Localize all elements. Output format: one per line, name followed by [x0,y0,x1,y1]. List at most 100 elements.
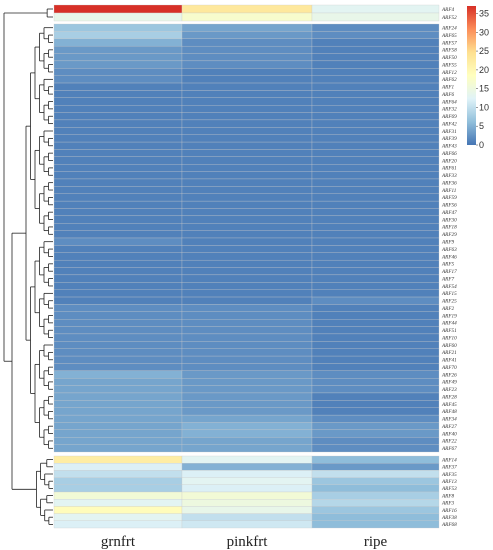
heatmap-cell [53,156,183,165]
heatmap-cell [53,296,183,305]
heatmap-cell [311,341,440,349]
heatmap-cell [181,23,313,32]
heatmap-cell [53,370,183,379]
colorbar-tick-label: 0 [479,140,484,150]
heatmap-cell [53,348,183,357]
heatmap-cell [311,200,440,209]
heatmap-cell [181,319,313,327]
row-label: ARF41 [441,357,457,364]
heatmap-cell [181,296,313,305]
heatmap-cell [181,186,313,194]
heatmap-cell [311,208,440,217]
heatmap-cell [53,506,183,514]
row-label: ARF52 [441,15,457,21]
heatmap-cell [311,164,440,172]
row-label: ARF22 [441,439,457,445]
row-label: ARF49 [441,379,457,386]
heatmap-cell [181,259,313,268]
heatmap-cell [311,4,440,14]
heatmap-cell [311,506,440,514]
heatmap-cell [311,230,440,239]
heatmap-cell [53,341,183,349]
heatmap-cell [311,193,440,202]
heatmap-cell [53,267,183,276]
row-label: ARF14 [441,456,457,463]
row-label: ARF70 [441,365,457,371]
heatmap-cell [181,38,313,47]
heatmap-cell [311,513,440,521]
heatmap-cell [53,484,183,493]
heatmap-cell [181,392,313,401]
heatmap-cell [311,274,440,283]
heatmap-cell [181,520,313,529]
heatmap-cell [311,429,440,438]
heatmap-cell [181,223,313,231]
row-label: ARF46 [441,253,457,260]
heatmap-cell [181,477,313,485]
heatmap-cell [311,455,440,464]
row-label: ARF56 [441,203,457,209]
heatmap-cell [181,484,313,493]
row-label: ARF26 [441,372,457,378]
heatmap-cell [311,333,440,342]
heatmap-cell [181,237,313,246]
heatmap-cell [181,499,313,507]
heatmap-cell [53,141,183,150]
heatmap-cell [311,38,440,47]
heatmap-cell [311,119,440,128]
row-label: ARF59 [441,195,457,201]
colorbar-tick-label: 5 [479,121,484,131]
heatmap-cell [311,60,440,69]
heatmap-cell [181,75,313,84]
heatmap-cell [311,267,440,276]
heatmap-cell [181,289,313,298]
heatmap-cell [311,31,440,39]
heatmap-cell [53,31,183,39]
row-dendrogram [3,8,53,525]
heatmap-cell [311,252,440,261]
heatmap-cell [181,282,313,290]
heatmap-cell [311,112,440,121]
heatmap-cell [181,400,313,408]
heatmap-cell [53,407,183,416]
row-label: ARF50 [441,55,457,61]
heatmap-cell [181,370,313,379]
heatmap-cell [53,119,183,128]
row-label: ARF6 [441,92,455,98]
heatmap-cell [311,186,440,194]
heatmap-cell [53,477,183,485]
heatmap-cell [311,90,440,98]
row-label: ARF58 [441,48,457,54]
heatmap-cell [53,164,183,172]
heatmap-cell [181,68,313,76]
heatmap-cell [181,208,313,217]
heatmap-cell [181,304,313,312]
row-label: ARF25 [441,299,457,305]
heatmap-cell [181,267,313,276]
heatmap-cell [53,149,183,157]
row-label: ARF2 [441,306,455,312]
heatmap-cell [311,520,440,529]
heatmap-cell [311,259,440,268]
row-label: ARF55 [441,62,457,68]
heatmap-cell [311,237,440,246]
heatmap-cell [311,437,440,445]
row-label: ARF1 [441,85,455,91]
column-label: grnfrt [101,534,136,550]
row-label: ARF23 [441,387,457,393]
heatmap-cell [181,414,313,423]
heatmap-cell [311,149,440,157]
heatmap-cell [53,363,183,371]
heatmap-cell [181,513,313,521]
row-label: ARF12 [441,70,457,76]
row-label: ARF11 [441,188,457,194]
heatmap-cell [311,245,440,253]
row-label: ARF3 [441,501,455,507]
heatmap-cell [181,171,313,180]
row-label: ARF68 [441,522,457,528]
heatmap-cell [181,326,313,335]
row-label: ARF16 [441,508,457,514]
heatmap-cell [311,385,440,394]
heatmap-cell [311,355,440,364]
